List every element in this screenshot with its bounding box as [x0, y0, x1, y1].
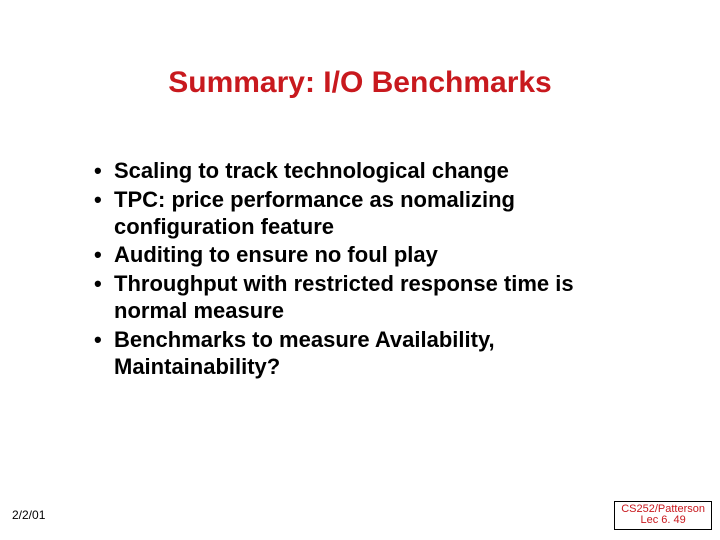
footer-course-line2: Lec 6. 49	[621, 515, 705, 527]
slide-title: Summary: I/O Benchmarks	[0, 66, 720, 100]
slide: Summary: I/O Benchmarks Scaling to track…	[0, 0, 720, 540]
footer-course-box: CS252/Patterson Lec 6. 49	[614, 501, 712, 530]
list-item: Auditing to ensure no foul play	[90, 242, 650, 269]
slide-body: Scaling to track technological change TP…	[90, 158, 650, 383]
list-item: Throughput with restricted response time…	[90, 271, 650, 325]
footer-date: 2/2/01	[12, 508, 45, 522]
list-item: TPC: price performance as nomalizing con…	[90, 187, 650, 241]
bullet-list: Scaling to track technological change TP…	[90, 158, 650, 381]
list-item: Benchmarks to measure Availability, Main…	[90, 327, 650, 381]
list-item: Scaling to track technological change	[90, 158, 650, 185]
